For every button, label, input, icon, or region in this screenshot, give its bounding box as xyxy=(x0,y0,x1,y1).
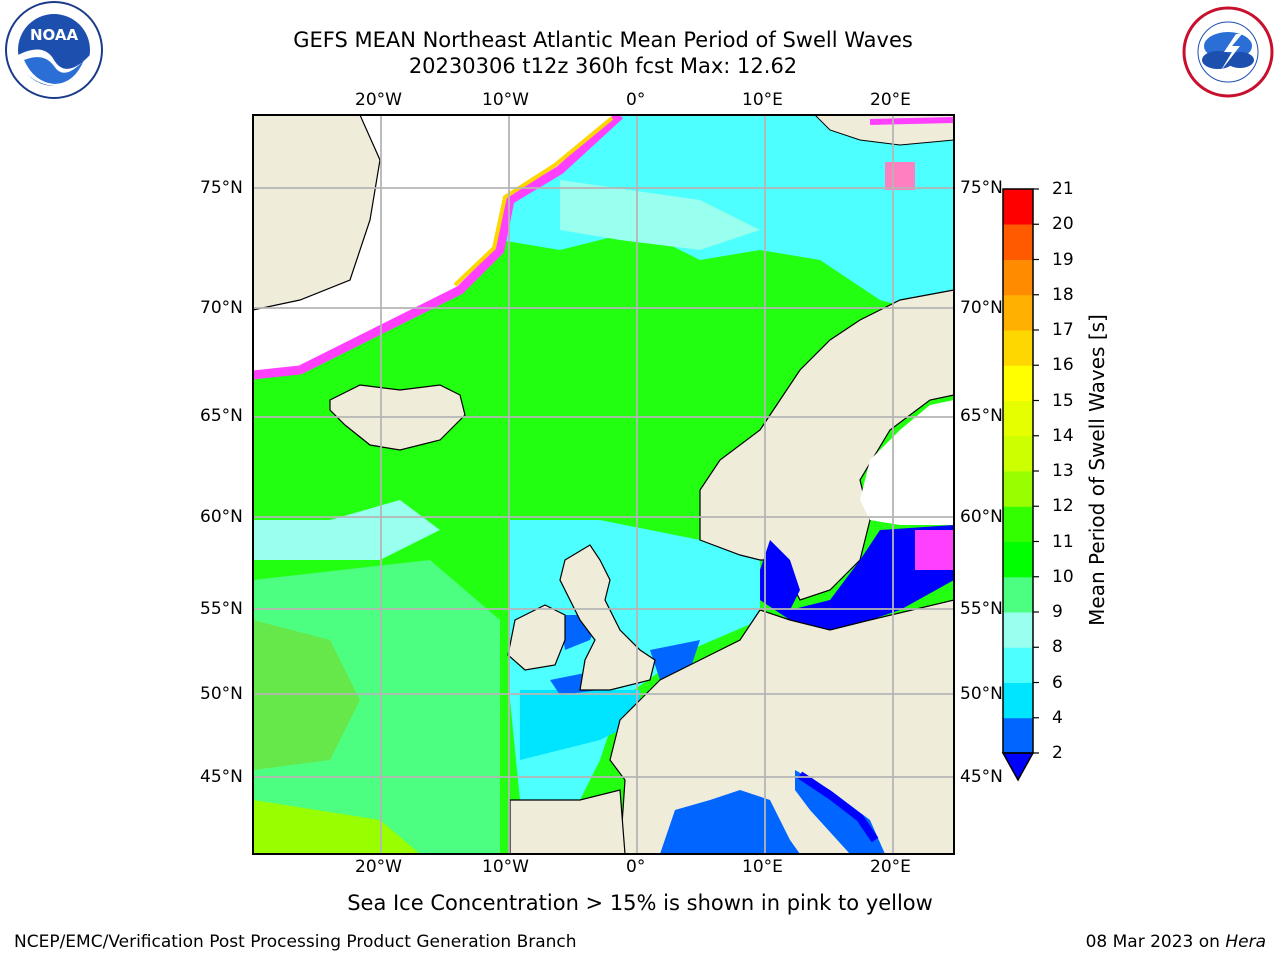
top-lon-label: 10°W xyxy=(482,90,529,110)
colorbar-tick-label: 21 xyxy=(1052,179,1074,199)
colorbar-extension xyxy=(1001,752,1035,782)
colorbar-title: Mean Period of Swell Waves [s] xyxy=(1085,314,1109,626)
svg-text:NOAA: NOAA xyxy=(30,26,79,44)
sea-ice-edge xyxy=(253,115,624,380)
right-lat-label: 45°N xyxy=(960,767,1003,787)
bottom-lon-label: 0° xyxy=(626,857,646,877)
noaa-logo-icon: NOAA xyxy=(5,1,103,99)
colorbar-tick-label: 12 xyxy=(1052,496,1074,517)
top-lon-label: 0° xyxy=(626,90,646,110)
ireland-land xyxy=(507,604,566,671)
colorbar-tick-label: 16 xyxy=(1052,355,1074,376)
chart-subtitle: 20230306 t12z 360h fcst Max: 12.62 xyxy=(408,54,798,78)
colorbar-tick-label: 13 xyxy=(1052,461,1074,481)
colorbar-segment xyxy=(1003,330,1033,366)
left-lat-label: 70°N xyxy=(200,298,243,318)
colorbar-segment xyxy=(1003,647,1033,683)
colorbar-segment xyxy=(1003,717,1033,754)
continental-europe-land xyxy=(609,599,954,854)
left-lat-label: 45°N xyxy=(200,767,243,787)
map-field xyxy=(253,115,954,854)
colorbar-tick-label: 20 xyxy=(1052,214,1074,235)
footer-date-text: 08 Mar 2023 on xyxy=(1085,932,1226,952)
colorbar-tick-label: 9 xyxy=(1052,602,1063,622)
svalbard-ice xyxy=(869,117,954,125)
bottom-lon-label: 10°W xyxy=(482,857,529,877)
top-lon-label: 10°E xyxy=(742,90,783,110)
bottom-lon-label: 20°E xyxy=(870,857,911,877)
right-lat-label: 50°N xyxy=(960,684,1003,704)
chart-title: GEFS MEAN Northeast Atlantic Mean Period… xyxy=(293,28,913,52)
colorbar-tick-label: 17 xyxy=(1052,320,1074,340)
nws-logo-icon xyxy=(1182,6,1274,98)
swell-zone-light-north xyxy=(560,180,760,250)
colorbar-segment xyxy=(1003,576,1033,613)
colorbar-tick-label: 15 xyxy=(1052,390,1074,411)
sea-ice-edge-yellow xyxy=(453,116,614,287)
adriatic-deep xyxy=(797,771,879,843)
colorbar-tick-label: 8 xyxy=(1052,637,1063,658)
map-frame xyxy=(252,114,955,855)
colorbar-tick-label: 6 xyxy=(1052,672,1063,693)
colorbar-segment xyxy=(1003,471,1033,507)
sea-ice-note: Sea Ice Concentration > 15% is shown in … xyxy=(347,891,933,915)
colorbar-segment xyxy=(1003,541,1033,578)
colorbar-segment-top xyxy=(1003,189,1033,225)
gulf-of-bothnia-ice xyxy=(860,400,954,525)
swell-zone-cyan-biscay xyxy=(520,690,640,760)
right-lat-label: 70°N xyxy=(960,298,1003,318)
right-lat-label: 60°N xyxy=(960,507,1003,527)
colorbar-segment xyxy=(1003,682,1033,719)
bear-island-ice xyxy=(885,162,915,190)
left-lat-label: 50°N xyxy=(200,684,243,704)
left-lat-label: 55°N xyxy=(200,599,243,619)
right-lat-label: 65°N xyxy=(960,406,1003,426)
swell-zone-lightgreen-sw xyxy=(253,560,500,854)
bottom-lon-label: 10°E xyxy=(742,857,783,877)
gulf-of-finland-ice xyxy=(915,530,954,570)
swell-zone-light-west xyxy=(253,500,440,560)
footer-organization: NCEP/EMC/Verification Post Processing Pr… xyxy=(14,932,577,952)
top-lon-label: 20°E xyxy=(870,90,911,110)
left-lat-label: 75°N xyxy=(200,178,243,198)
colorbar-segment xyxy=(1003,224,1033,260)
colorbar-tick-label: 10 xyxy=(1052,566,1074,587)
colorbar-segment xyxy=(1003,259,1033,296)
top-lon-label: 20°W xyxy=(355,90,402,110)
colorbar-segment xyxy=(1003,400,1033,437)
footer-date: 08 Mar 2023 on Hera xyxy=(1086,932,1266,952)
right-lat-label: 55°N xyxy=(960,599,1003,619)
colorbar-segment xyxy=(1003,294,1033,331)
colorbar-tick-label: 4 xyxy=(1052,707,1063,728)
colorbar-tick-label: 18 xyxy=(1052,284,1074,305)
iberia-land xyxy=(509,789,626,854)
colorbar-tick-label: 19 xyxy=(1052,249,1074,270)
great-britain-land xyxy=(559,544,656,691)
colorbar-tick-label: 14 xyxy=(1052,425,1074,446)
swell-zone-yellowgreen xyxy=(253,800,420,854)
baltic-sea xyxy=(760,525,954,630)
colorbar-segment xyxy=(1003,365,1033,401)
footer-machine: Hera xyxy=(1225,932,1266,952)
left-lat-label: 60°N xyxy=(200,507,243,527)
swell-zone-olive xyxy=(253,620,360,770)
colorbar-tick-label: 11 xyxy=(1052,531,1074,552)
right-lat-label: 75°N xyxy=(960,178,1003,198)
colorbar-segment xyxy=(1003,506,1033,542)
colorbar-segment xyxy=(1003,612,1033,648)
bottom-lon-label: 20°W xyxy=(355,857,402,877)
colorbar-tick-label: 2 xyxy=(1052,743,1063,763)
colorbar-segment xyxy=(1003,435,1033,472)
left-lat-label: 65°N xyxy=(200,406,243,426)
